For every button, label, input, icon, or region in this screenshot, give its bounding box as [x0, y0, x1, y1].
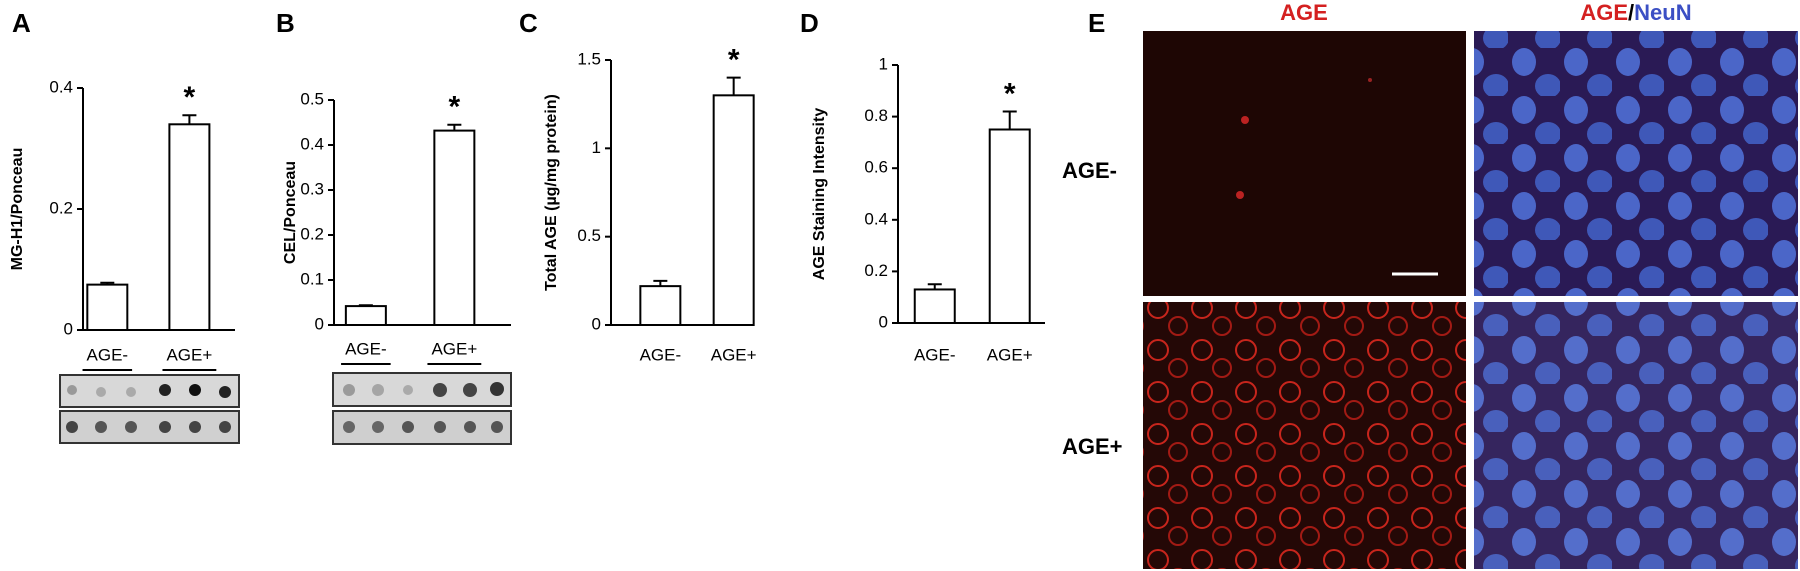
row-label: AGE-: [1062, 158, 1117, 183]
y-axis-label: AGE Staining Intensity: [811, 108, 828, 281]
y-tick-label: 0.5: [577, 226, 601, 245]
x-tick-label: AGE-: [345, 339, 387, 358]
header-part: /: [1628, 0, 1634, 25]
x-tick-label: AGE-: [87, 345, 129, 364]
error-bar: [358, 304, 373, 307]
significance: *: [1004, 77, 1016, 110]
error-bar: [1002, 110, 1017, 130]
y-tick-label: 0.4: [49, 77, 73, 96]
y-tick-label: 0.6: [864, 158, 888, 177]
header-part: AGE: [1580, 0, 1628, 25]
panel-label: D: [800, 8, 819, 38]
bar: [433, 129, 476, 326]
significance: *: [728, 44, 740, 77]
y-axis-label: CEL/Ponceau: [282, 161, 299, 264]
y-tick-label: 0.4: [864, 209, 888, 228]
y-tick-label: 1: [592, 138, 601, 157]
y-tick-label: 1.5: [577, 49, 601, 68]
x-tick-label: AGE+: [711, 345, 757, 364]
x-tick-label: AGE+: [431, 339, 477, 358]
y-tick-label: 0.2: [49, 198, 73, 217]
bar: [639, 285, 682, 326]
x-tick-label: AGE+: [166, 345, 212, 364]
column-header: AGE: [1280, 0, 1328, 25]
x-tick-label: AGE+: [987, 345, 1033, 364]
y-tick-label: 0.8: [864, 106, 888, 125]
y-tick-label: 0.1: [300, 269, 324, 288]
column-header: AGE/NeuN: [1580, 0, 1691, 25]
y-tick-label: 0: [592, 314, 601, 333]
blot-a: [59, 374, 240, 444]
bar: [712, 94, 755, 327]
bar: [913, 288, 956, 324]
panel-label: A: [12, 8, 31, 38]
image: [1474, 31, 1798, 296]
header-part: NeuN: [1634, 0, 1691, 25]
y-tick-label: 0.2: [300, 224, 324, 243]
y-axis-label: MG-H1/Ponceau: [9, 148, 26, 271]
significance: *: [184, 81, 196, 114]
y-tick-label: 0.4: [300, 134, 324, 153]
error-bar: [182, 114, 197, 125]
panel-label: E: [1088, 8, 1105, 38]
error-bar: [726, 76, 741, 96]
micrographs: E AGE AGE/NeuN AGE- AGE+: [1062, 0, 1798, 569]
panel-label: C: [519, 8, 538, 38]
row-label: AGE+: [1062, 434, 1123, 459]
y-tick-label: 1: [879, 54, 888, 73]
y-axis-label: Total AGE (µg/mg protein): [543, 94, 560, 291]
bar: [344, 305, 387, 327]
image: [1474, 302, 1798, 569]
bar: [988, 128, 1031, 324]
y-tick-label: 0.2: [864, 261, 888, 280]
image: [1143, 302, 1466, 569]
bar: [168, 123, 211, 331]
error-bar: [653, 279, 668, 287]
error-bar: [100, 281, 115, 285]
x-tick-label: AGE-: [914, 345, 956, 364]
bar: [86, 283, 129, 331]
image: [1143, 31, 1466, 296]
error-bar: [927, 283, 942, 290]
error-bar: [447, 123, 462, 131]
x-tick-label: AGE-: [640, 345, 682, 364]
y-tick-label: 0.5: [300, 89, 324, 108]
y-tick-label: 0: [879, 312, 888, 331]
significance: *: [449, 91, 461, 124]
y-tick-label: 0: [315, 314, 324, 333]
y-tick-label: 0.3: [300, 179, 324, 198]
panel-label: B: [276, 8, 295, 38]
y-tick-label: 0: [64, 319, 73, 338]
blot-b: [332, 372, 512, 445]
